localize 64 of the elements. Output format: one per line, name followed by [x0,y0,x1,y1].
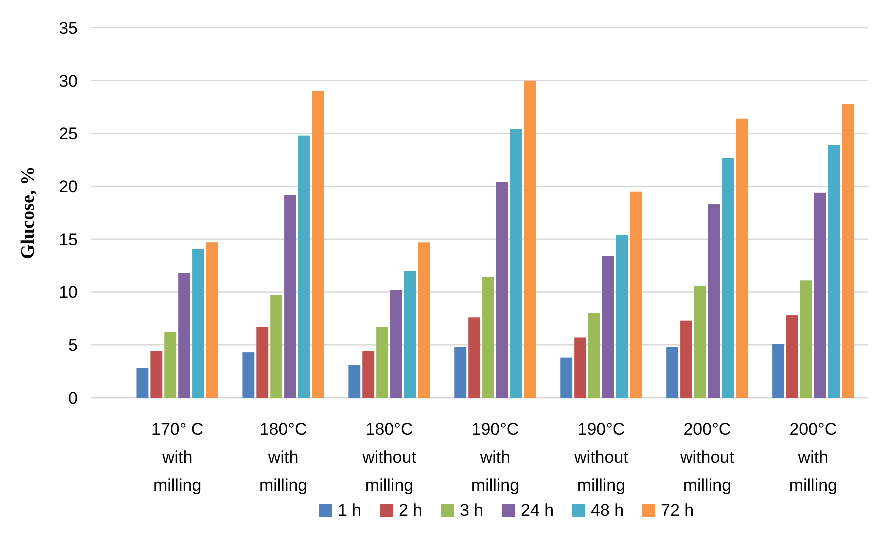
legend-label: 72 h [661,501,694,520]
bar [150,351,163,398]
bar [298,136,310,398]
legend-label: 48 h [591,501,624,520]
bar [588,313,600,398]
bar [708,204,720,398]
legend-label: 24 h [521,501,554,520]
y-tick-label: 25 [59,124,78,144]
y-tick-label: 35 [59,18,78,38]
bar [694,286,706,398]
x-tick-label: 190°C without milling [574,420,629,495]
y-tick-label: 15 [59,230,78,250]
y-tick-label: 0 [68,388,78,408]
bar [178,273,191,398]
bar [206,242,218,398]
y-axis-title: Glucose, % [18,166,39,260]
legend-label: 3 h [460,501,484,520]
bar [616,235,628,398]
y-tick-label: 20 [59,178,78,197]
bar [376,327,389,398]
bar [800,280,812,398]
bar [722,158,734,398]
bar [842,104,854,398]
legend-label: 1 h [338,501,362,520]
bar [786,316,798,398]
bar [404,271,416,398]
bar [814,192,826,398]
x-tick-label: 180°C without milling [362,420,417,495]
bar [256,327,269,398]
bar [164,332,177,398]
bar [524,80,536,398]
bar [736,118,748,398]
legend-label: 2 h [399,501,423,520]
x-tick-label: 190°C with milling [471,420,520,495]
bar [560,358,573,398]
bar [348,365,361,398]
bar [482,277,494,398]
bar [418,242,430,398]
x-tick-label: 200°C without milling [680,420,735,495]
y-tick-label: 10 [59,283,78,302]
y-tick-label: 30 [59,72,78,91]
bar [362,351,375,398]
bar [630,192,642,398]
bar [270,295,283,398]
bar [468,318,481,398]
bar [192,248,204,398]
bar [680,320,692,398]
x-tick-label: 170° C with milling [151,420,204,495]
bar [574,338,587,398]
y-tick-label: 5 [68,336,78,356]
x-tick-label: 180°C with milling [259,420,308,495]
bar [390,290,402,398]
bar [136,368,149,398]
bar [828,145,840,398]
bar [496,182,508,398]
bar [242,352,255,398]
bar [510,129,522,398]
bar [602,256,614,398]
bar [454,347,467,398]
bar [772,344,785,398]
x-tick-label: 200°C with milling [789,420,838,495]
bar [312,91,324,398]
bar [284,195,297,398]
bar [666,347,679,398]
